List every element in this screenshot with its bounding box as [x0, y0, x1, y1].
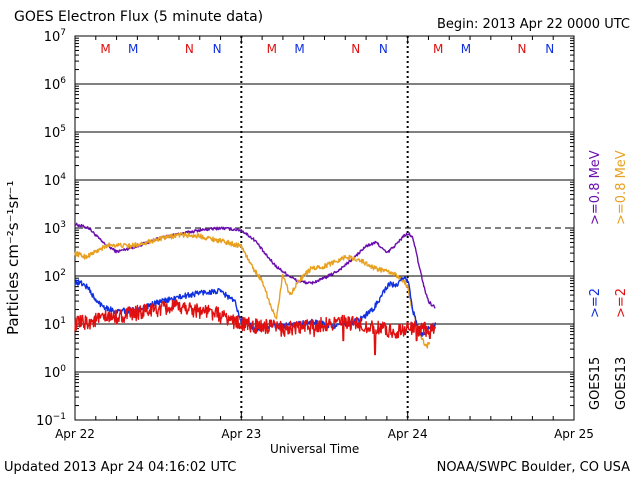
legend-goes13-ge08: >=0.8 MeV — [614, 150, 629, 225]
y-tick-label: 100 — [44, 364, 67, 381]
y-tick-label: 107 — [44, 28, 66, 45]
updated-timestamp: Updated 2013 Apr 24 04:16:02 UTC — [4, 460, 237, 475]
legend-goes15-ge08: >=0.8 MeV — [588, 150, 603, 225]
noon-midnight-marker: M — [294, 42, 304, 56]
chart-title: GOES Electron Flux (5 minute data) — [14, 9, 264, 25]
begin-time-label: Begin: 2013 Apr 22 0000 UTC — [436, 17, 630, 32]
y-tick-label: 103 — [44, 220, 66, 237]
y-tick-label: 10−1 — [36, 412, 66, 429]
y-tick-label: 105 — [44, 124, 66, 141]
noon-midnight-marker: M — [128, 42, 138, 56]
noon-midnight-marker: N — [185, 42, 194, 56]
x-tick-label: Apr 24 — [388, 427, 428, 441]
x-tick-label: Apr 25 — [554, 427, 594, 441]
legend-goes13: GOES13 — [614, 356, 629, 410]
legend-goes13-ge2: >=2 — [614, 287, 629, 318]
noon-midnight-marker: N — [379, 42, 388, 56]
y-axis-label: Particles cm⁻²s⁻¹sr⁻¹ — [4, 180, 22, 335]
noon-midnight-marker: N — [545, 42, 554, 56]
x-axis-label: Universal Time — [270, 442, 360, 456]
y-tick-label: 104 — [44, 172, 67, 189]
y-tick-label: 106 — [44, 76, 67, 93]
noon-midnight-marker: M — [461, 42, 471, 56]
legend-goes15: GOES15 — [588, 356, 603, 410]
noon-midnight-marker: M — [267, 42, 277, 56]
source-credit: NOAA/SWPC Boulder, CO USA — [436, 460, 630, 475]
series-line-1 — [74, 232, 431, 349]
y-tick-label: 102 — [44, 268, 66, 285]
noon-midnight-marker: N — [351, 42, 360, 56]
legend-goes15-ge2: >=2 — [588, 287, 603, 318]
x-tick-label: Apr 23 — [221, 427, 261, 441]
x-tick-label: Apr 22 — [55, 427, 95, 441]
noon-midnight-marker: N — [518, 42, 527, 56]
series-line-3 — [74, 299, 437, 356]
noon-midnight-marker: M — [100, 42, 110, 56]
noon-midnight-marker: N — [213, 42, 222, 56]
noon-midnight-marker: M — [433, 42, 443, 56]
y-tick-label: 101 — [44, 316, 66, 333]
